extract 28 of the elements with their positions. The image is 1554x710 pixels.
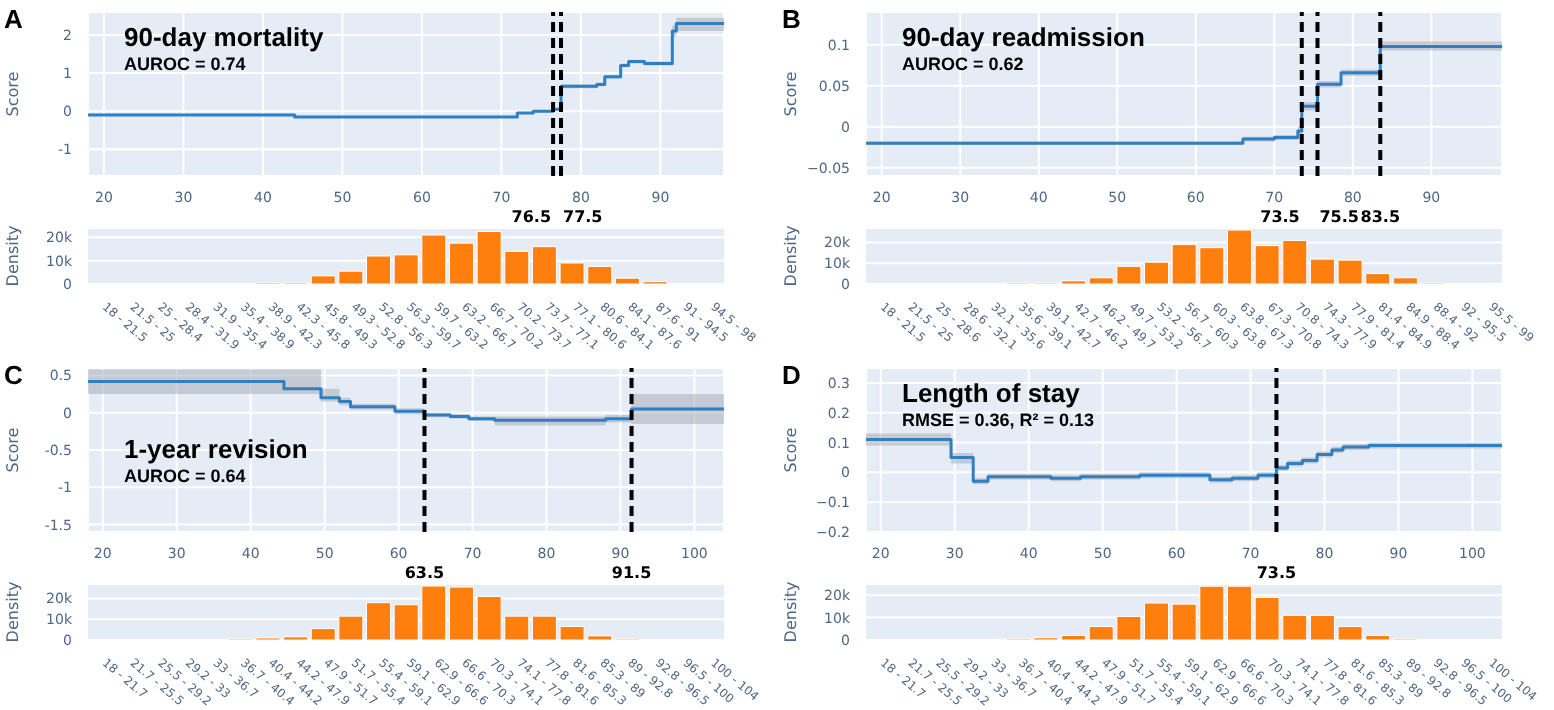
ref-line-label: 76.5: [511, 208, 552, 226]
ref-line-label: 73.5: [1256, 564, 1298, 582]
y-axis-title: Score: [781, 71, 800, 117]
ref-line-label: 63.5: [404, 564, 446, 582]
y-axis-title: Score: [781, 427, 800, 473]
y-axis-title: Density: [781, 581, 800, 643]
y-axis-title: Density: [3, 225, 22, 287]
y-axis-title: Density: [781, 225, 800, 287]
text: C: [4, 360, 23, 390]
ref-line-label: 83.5: [1360, 208, 1401, 226]
ref-line-label: 75.5: [1319, 208, 1360, 226]
y-axis-title: Score: [3, 427, 22, 473]
text: AUROC = 0.62: [902, 53, 1026, 75]
text: AUROC = 0.74: [124, 53, 248, 75]
text: B: [782, 4, 801, 34]
chart-title: 90-day mortality: [124, 22, 324, 54]
text: A: [4, 4, 23, 34]
text: 1-year revision: [124, 434, 308, 466]
chart-title: Length of stay: [902, 378, 1082, 410]
text: D: [782, 360, 801, 390]
ref-line-label: 77.5: [563, 208, 604, 226]
chart-title: 90-day readmission: [902, 22, 1145, 54]
text: AUROC = 0.64: [124, 465, 248, 487]
ref-line-label: 91.5: [611, 564, 653, 582]
text: RMSE = 0.36, R² = 0.13: [902, 409, 1095, 431]
y-axis-title: Density: [3, 581, 22, 643]
ref-line-label: 73.5: [1260, 208, 1301, 226]
y-axis-title: Score: [3, 71, 22, 117]
